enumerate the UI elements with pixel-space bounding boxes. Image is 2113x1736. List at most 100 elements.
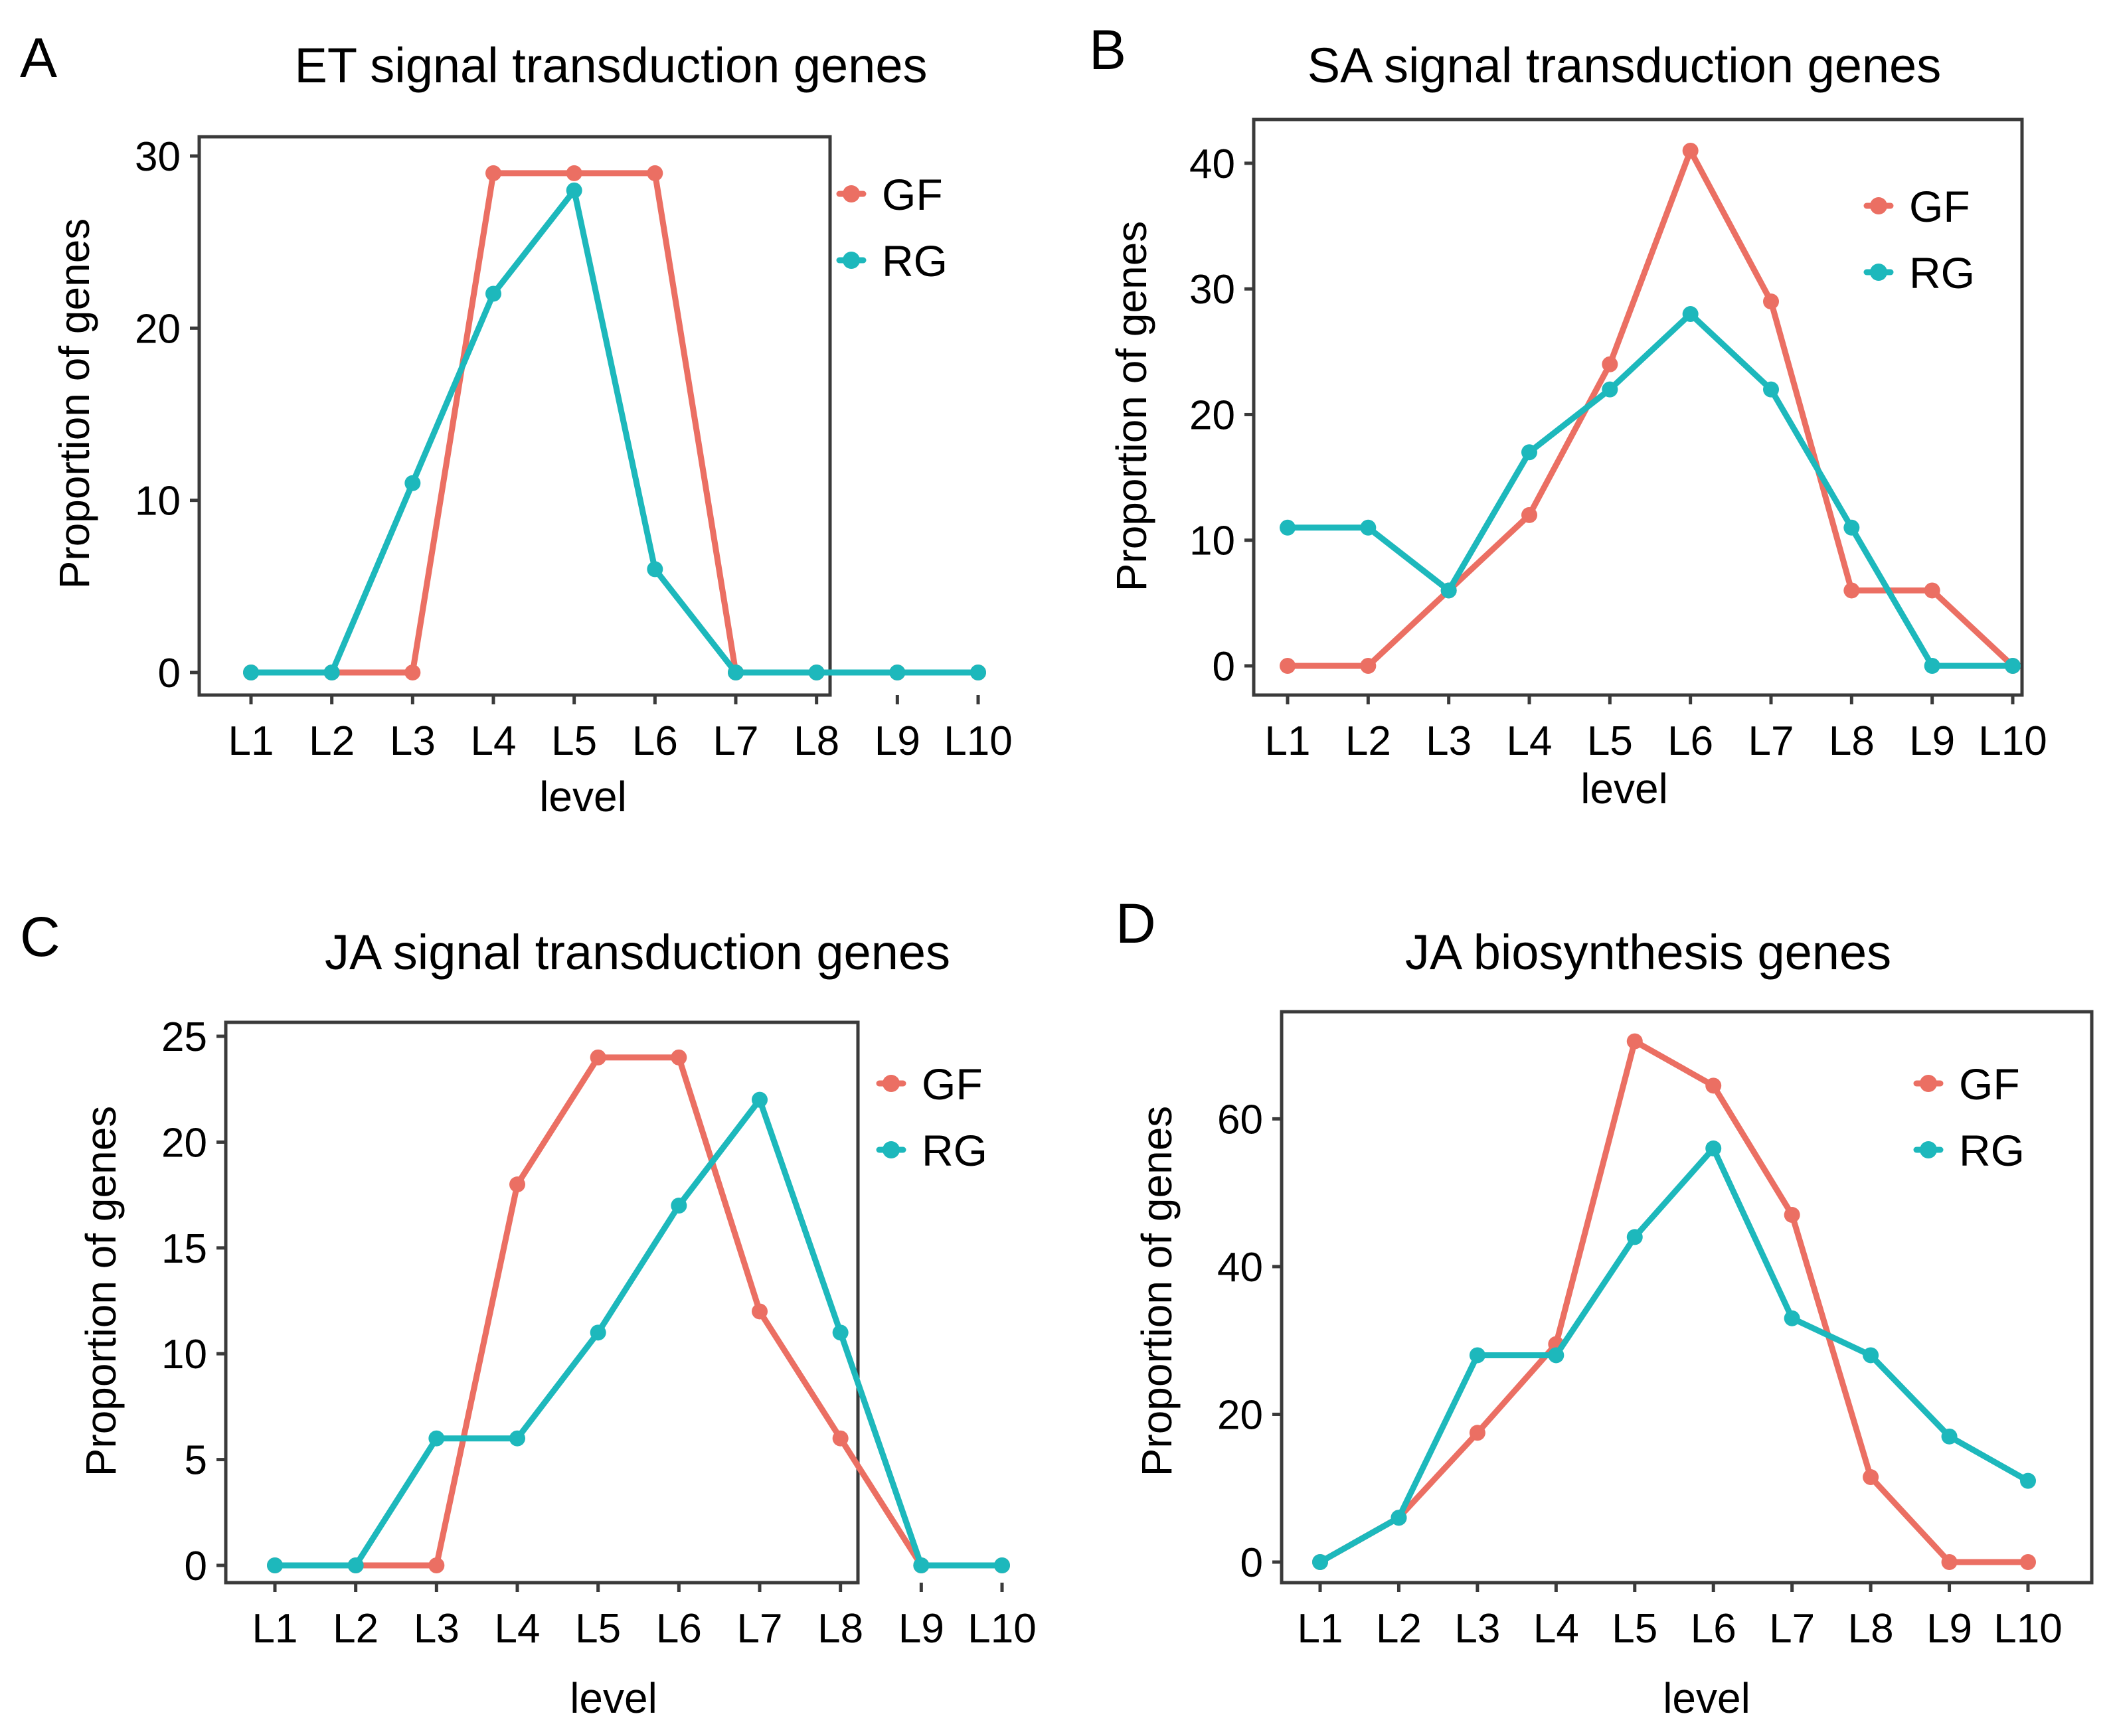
series-line-rg [248,187,981,676]
series-line-rg [1317,1145,2031,1565]
data-point-gf [566,165,582,181]
data-point-gf [2020,1554,2036,1570]
legend-swatch-point-gf [883,1075,900,1092]
x-tick-label: L1 [1265,718,1311,764]
data-point-gf [647,165,663,181]
data-point-rg [970,665,986,680]
chart-panel-c: C JA signal transduction genes Proportio… [20,906,1037,1722]
y-tick-label: 40 [1217,1245,1263,1291]
x-tick-label: L1 [228,718,274,764]
series-line-rg [272,1097,1005,1569]
x-tick-label: L10 [1993,1606,2062,1652]
data-point-rg [1469,1347,1485,1364]
data-point-gf [1682,143,1699,159]
x-tick-label: L3 [1454,1606,1500,1652]
legend-swatch-point-gf [1870,197,1887,214]
data-point-rg [1440,582,1457,599]
x-tick-label: L8 [1829,718,1875,764]
x-axis-title-b: level [1580,765,1668,813]
data-point-gf [1863,1469,1879,1486]
x-axis-title-a: level [539,773,627,821]
data-point-rg [1682,306,1699,323]
data-point-gf [752,1303,768,1320]
x-axis-title-d: level [1663,1674,1750,1722]
x-tick-label: L1 [252,1606,298,1652]
x-axis-title-c: level [570,1674,657,1722]
panel-letter-d: D [1116,892,1156,955]
data-point-rg [428,1430,445,1447]
data-point-rg [808,665,825,680]
data-point-gf [1784,1207,1800,1223]
data-point-gf [1626,1033,1643,1050]
data-point-rg [404,475,421,491]
series-line-gf [272,1054,1005,1569]
chart-title-b: SA signal transduction genes [1308,38,1941,93]
data-point-gf [1843,582,1860,599]
data-point-rg [1924,658,1940,674]
plot-frame-a [197,135,832,697]
data-point-rg [267,1557,283,1573]
plot-area-a: 0 10 20 30 L1 L2 L3 L4 L5 L6 L7 L8 L9 L10 GF RG [135,134,1013,764]
x-tick-label: L9 [1909,718,1955,764]
data-point-gf [832,1430,849,1447]
y-axis-title-c: Proportion of genes [77,1106,125,1477]
x-tick-label: L1 [1298,1606,1343,1652]
data-point-rg [1626,1229,1643,1245]
x-tick-label: L4 [1533,1606,1579,1652]
plot-frame-d [1280,1010,2094,1585]
y-axis-title-b: Proportion of genes [1108,221,1155,592]
y-tick-label: 0 [1213,644,1235,690]
data-point-rg [1602,381,1618,398]
data-point-rg [509,1430,525,1447]
y-axis-title-d: Proportion of genes [1133,1106,1181,1477]
legend-label-gf: GF [1959,1060,2020,1109]
x-tick-label: L5 [551,718,597,764]
data-point-gf [428,1557,445,1573]
series-line-gf [1284,147,2016,669]
plot-area-c: 0 5 10 15 20 25 L1 L2 L3 L4 L5 L6 L7 L8 L9 L10 GF RG [161,1014,1037,1652]
legend-label-rg: RG [882,236,948,285]
x-tick-label: L2 [309,718,355,764]
x-tick-label: L8 [794,718,839,764]
legend-swatch-point-rg [883,1141,900,1158]
data-point-rg [1280,519,1296,536]
x-tick-label: L5 [575,1606,621,1652]
data-point-rg [728,665,744,680]
chart-panel-d: D JA biosynthesis genes Proportion of ge… [1116,892,2094,1722]
series-line-rg [1284,311,2016,669]
x-tick-label: L6 [656,1606,702,1652]
y-tick-label: 25 [161,1014,207,1060]
y-tick-label: 20 [1189,392,1235,438]
data-point-rg [323,665,340,680]
data-point-gf [590,1049,606,1065]
y-tick-label: 30 [135,134,181,180]
y-tick-label: 40 [1189,141,1235,187]
data-point-rg [752,1091,768,1108]
data-point-rg [1521,444,1537,461]
x-tick-label: L6 [1667,718,1713,764]
x-tick-label: L3 [414,1606,460,1652]
data-point-rg [1941,1428,1958,1445]
data-point-rg [485,285,501,302]
legend-swatch-point-gf [843,185,860,202]
data-point-rg [1705,1140,1722,1156]
data-point-gf [1924,582,1940,599]
y-tick-label: 10 [161,1332,207,1378]
y-tick-label: 30 [1189,267,1235,313]
y-tick-label: 10 [135,479,181,524]
data-point-gf [1521,507,1537,523]
x-tick-label: L5 [1612,1606,1657,1652]
data-point-rg [347,1557,364,1573]
data-point-gf [1280,658,1296,674]
data-point-gf [1602,356,1618,372]
x-tick-label: L4 [495,1606,541,1652]
chart-title-d: JA biosynthesis genes [1405,925,1891,980]
x-tick-label: L2 [333,1606,379,1652]
x-tick-label: L7 [713,718,759,764]
legend-label-gf: GF [882,170,943,219]
legend-swatch-point-rg [1920,1141,1937,1158]
x-tick-label: L6 [632,718,678,764]
chart-title-c: JA signal transduction genes [325,925,950,980]
y-tick-label: 15 [161,1226,207,1272]
